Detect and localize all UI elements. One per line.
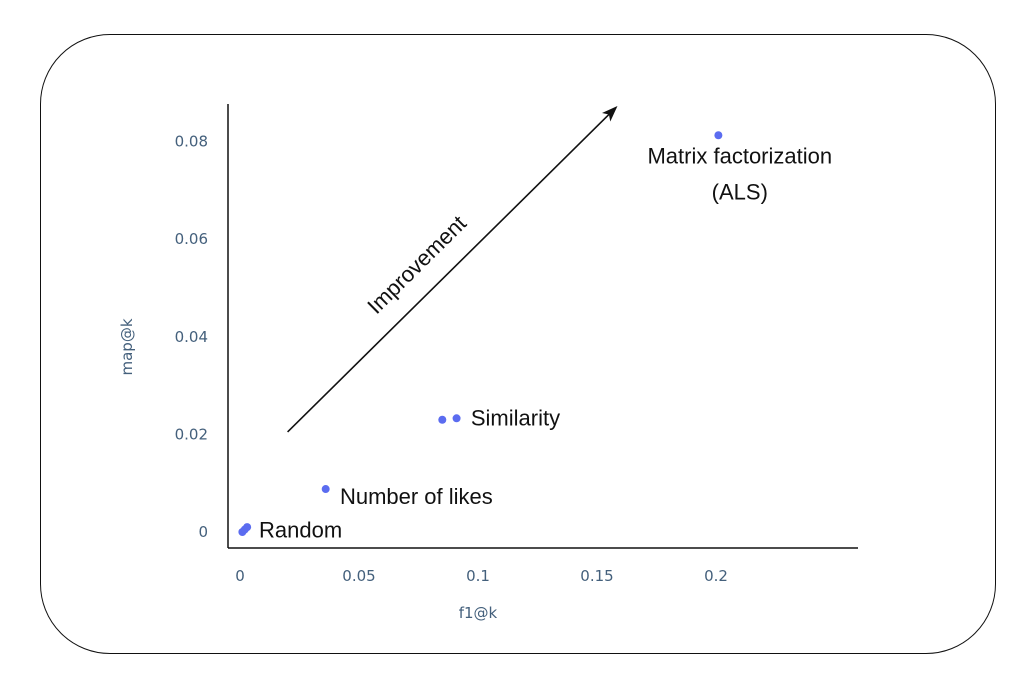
y-tick-label: 0.06 <box>175 230 208 248</box>
data-point <box>438 415 447 424</box>
x-tick-label: 0.05 <box>342 567 375 585</box>
x-axis-title: f1@k <box>459 604 498 622</box>
data-point <box>714 131 723 140</box>
x-tick-label: 0.1 <box>466 567 490 585</box>
annotation-label: (ALS) <box>712 180 768 205</box>
x-tick-label: 0 <box>235 567 245 585</box>
point-annotations: Random Number of likes Similarity Matrix fa… <box>259 144 832 543</box>
improvement-arrow-label: Improvement <box>362 211 471 319</box>
annotation-label: Similarity <box>471 405 560 430</box>
y-tick-label: 0.08 <box>175 133 208 151</box>
annotation-label: Matrix factorization <box>647 144 832 169</box>
x-tick-label: 0.2 <box>704 567 728 585</box>
data-point <box>243 523 252 532</box>
y-tick-label: 0 <box>198 523 208 541</box>
data-points <box>238 131 723 536</box>
x-tick-labels: 0 0.05 0.1 0.15 0.2 <box>235 567 728 585</box>
rounded-frame <box>40 34 996 654</box>
y-tick-label: 0.02 <box>175 425 208 443</box>
data-point <box>452 414 461 423</box>
annotation-label: Random <box>259 518 342 543</box>
x-tick-label: 0.15 <box>580 567 613 585</box>
improvement-arrow <box>287 106 618 433</box>
annotation-label: Number of likes <box>340 484 493 509</box>
data-point <box>321 485 330 494</box>
y-axis-title: map@k <box>118 318 136 375</box>
y-tick-labels: 0 0.02 0.04 0.06 0.08 <box>175 133 208 541</box>
y-tick-label: 0.04 <box>175 328 208 346</box>
